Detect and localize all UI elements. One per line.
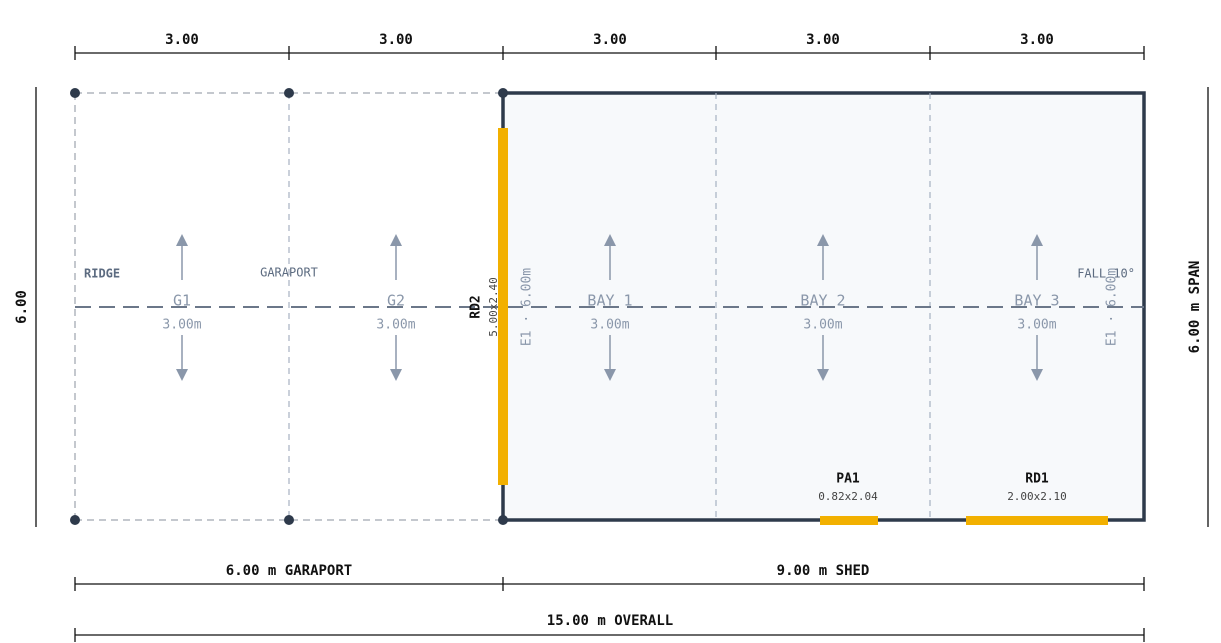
dim-label: 6.00 [14, 290, 30, 324]
door-label: RD2 [469, 295, 484, 318]
bay-name: G2 [387, 292, 405, 310]
wall-label: E1 · 6.00m [1105, 268, 1120, 346]
ridge-label: RIDGE [84, 267, 120, 281]
dim-label: 3.00 [593, 32, 627, 48]
posts [70, 88, 508, 525]
fall-label: FALL 10° [1077, 267, 1135, 281]
door-size: 2.00x2.10 [1007, 490, 1067, 503]
door-rd2 [498, 128, 508, 485]
bay-width: 3.00m [590, 318, 629, 333]
dim-label: 15.00 m OVERALL [547, 613, 673, 629]
wall-label: E1 · 6.00m [520, 268, 535, 346]
dim-label: 3.00 [1020, 32, 1054, 48]
garaport-label: GARAPORT [260, 266, 318, 280]
bay-width: 3.00m [162, 318, 201, 333]
door-size: 0.82x2.04 [818, 490, 878, 503]
bay-name: BAY 2 [800, 292, 845, 310]
door-label: RD1 [1025, 472, 1049, 487]
dim-label: 6.00 m SPAN [1187, 261, 1203, 354]
bay-name: G1 [173, 292, 191, 310]
bay-width: 3.00m [1017, 318, 1056, 333]
bay-name: BAY 1 [587, 292, 632, 310]
dim-label: 3.00 [806, 32, 840, 48]
top-dimension [74, 46, 1145, 60]
bay-width: 3.00m [803, 318, 842, 333]
bay-width: 3.00m [376, 318, 415, 333]
door-size: 5.00x2.40 [487, 277, 500, 337]
dim-label: 3.00 [379, 32, 413, 48]
bottom-dimension [74, 577, 1145, 642]
door-rd1 [966, 516, 1108, 525]
door-pa1 [820, 516, 878, 525]
door-label: PA1 [836, 472, 860, 487]
dim-label: 9.00 m SHED [777, 563, 870, 579]
bay-name: BAY 3 [1014, 292, 1059, 310]
dim-label: 6.00 m GARAPORT [226, 563, 352, 579]
dim-label: 3.00 [165, 32, 199, 48]
